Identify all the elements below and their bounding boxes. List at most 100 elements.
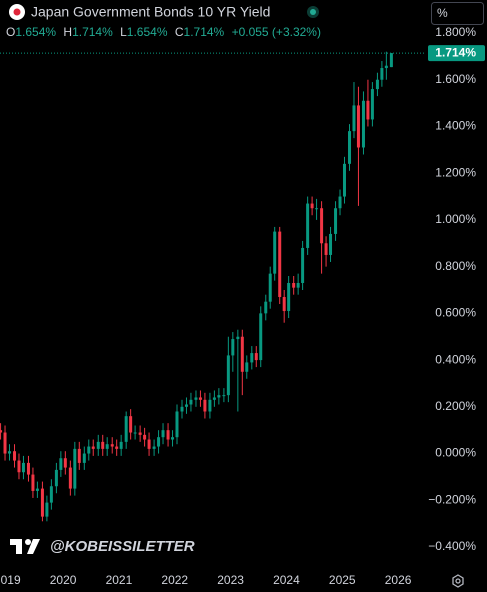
candle-body	[301, 247, 305, 283]
candle-body	[184, 404, 188, 407]
y-tick-label: 1.800%	[435, 25, 476, 39]
y-tick-label: 1.200%	[435, 165, 476, 179]
candle-body	[296, 282, 300, 288]
candle-body	[352, 105, 356, 132]
candle-body	[40, 488, 44, 517]
axes: 1.800% 1.600% 1.400% 1.200% 1.000% 0.800% 0.60…	[0, 25, 485, 587]
candle-body	[0, 430, 3, 433]
candle-body	[17, 460, 21, 473]
y-tick-label: 1.000%	[435, 212, 476, 226]
candle-body	[13, 451, 17, 461]
candle-body	[268, 273, 272, 302]
candle-body	[250, 353, 254, 363]
ohlc-value: 1.714%	[184, 25, 225, 39]
candle-body	[361, 100, 365, 148]
candle-body	[59, 458, 63, 470]
candle-body	[254, 353, 258, 361]
candle-body	[366, 100, 370, 120]
candle-body	[124, 416, 128, 442]
candle-body	[143, 434, 147, 440]
candle-body	[152, 446, 156, 449]
candle-body	[7, 451, 11, 454]
candle-body	[282, 297, 286, 312]
candle-body	[306, 203, 310, 248]
y-tick-label: 0.400%	[435, 352, 476, 366]
change: +0.055 (+3.32%)	[232, 25, 321, 39]
y-tick-label: 0.200%	[435, 399, 476, 413]
x-tick-label: 2023	[217, 573, 244, 587]
candle-body	[324, 243, 328, 255]
candle-body	[315, 208, 319, 210]
candle-body	[82, 453, 86, 463]
candle-body	[370, 89, 374, 120]
candle-body	[119, 441, 123, 449]
candle-body	[54, 469, 58, 487]
candle-body	[348, 131, 352, 164]
last-price-label: 1.714%	[435, 45, 476, 59]
candle-body	[329, 233, 333, 255]
candle-body	[3, 432, 7, 454]
chart-title: Japan Government Bonds 10 YR Yield	[31, 4, 270, 20]
ohlc-key: H	[63, 25, 72, 39]
candle-body	[189, 399, 193, 405]
candle-body	[180, 406, 184, 412]
candle-body	[147, 439, 151, 449]
candle-body	[138, 432, 142, 435]
candle-body	[96, 441, 100, 449]
candle-body	[68, 467, 72, 489]
candle-body	[287, 282, 291, 312]
candle-body	[217, 395, 221, 398]
candle-body	[194, 397, 198, 400]
settings-icon[interactable]	[452, 574, 464, 588]
status-dot	[310, 9, 316, 15]
candle-body	[73, 448, 77, 489]
ohlc-value: 1.714%	[72, 25, 113, 39]
candle-body	[380, 68, 384, 80]
x-tick-label: 2025	[329, 573, 356, 587]
candle-body	[222, 395, 226, 397]
candle-body	[310, 203, 314, 209]
y-tick-label: 0.600%	[435, 306, 476, 320]
candle-body	[236, 336, 240, 340]
candle-body	[278, 231, 282, 298]
ohlc-value: 1.654%	[127, 25, 168, 39]
ohlc-key: L	[120, 25, 127, 39]
candle-body	[35, 488, 39, 491]
y-tick-label: 0.000%	[435, 446, 476, 460]
y-tick-label: 0.800%	[435, 259, 476, 273]
y-tick-label: −0.400%	[428, 539, 476, 553]
ohlc-key: C	[175, 25, 184, 39]
candle-body	[133, 432, 137, 434]
candle-body	[129, 416, 133, 433]
candle-body	[26, 462, 30, 475]
candle-body	[77, 448, 81, 463]
candle-body	[115, 446, 119, 449]
candle-body	[375, 79, 379, 90]
unit-button[interactable]	[431, 2, 484, 25]
candle-body	[264, 301, 268, 314]
candle-body	[63, 458, 67, 468]
unit-button-label[interactable]: %	[437, 6, 448, 20]
x-tick-label: 2020	[50, 573, 77, 587]
candle-body	[292, 282, 296, 288]
tv-logo	[10, 539, 40, 554]
candle-body	[91, 446, 95, 449]
candle-body	[338, 196, 342, 209]
candle-body	[203, 399, 207, 412]
candle-body	[166, 430, 170, 440]
ohlc-key: O	[6, 25, 15, 39]
y-tick-label: 1.600%	[435, 72, 476, 86]
candle-body	[240, 336, 244, 372]
x-tick-label: 2022	[161, 573, 188, 587]
y-tick-label: 1.400%	[435, 119, 476, 133]
candle-body	[342, 163, 346, 197]
candle-body	[384, 65, 388, 69]
candle-body	[245, 362, 249, 372]
candle-body	[105, 444, 109, 449]
x-tick-label: 2024	[273, 573, 300, 587]
candle-body	[87, 446, 91, 454]
last-price-tag	[428, 45, 485, 62]
candle-body	[175, 411, 179, 438]
